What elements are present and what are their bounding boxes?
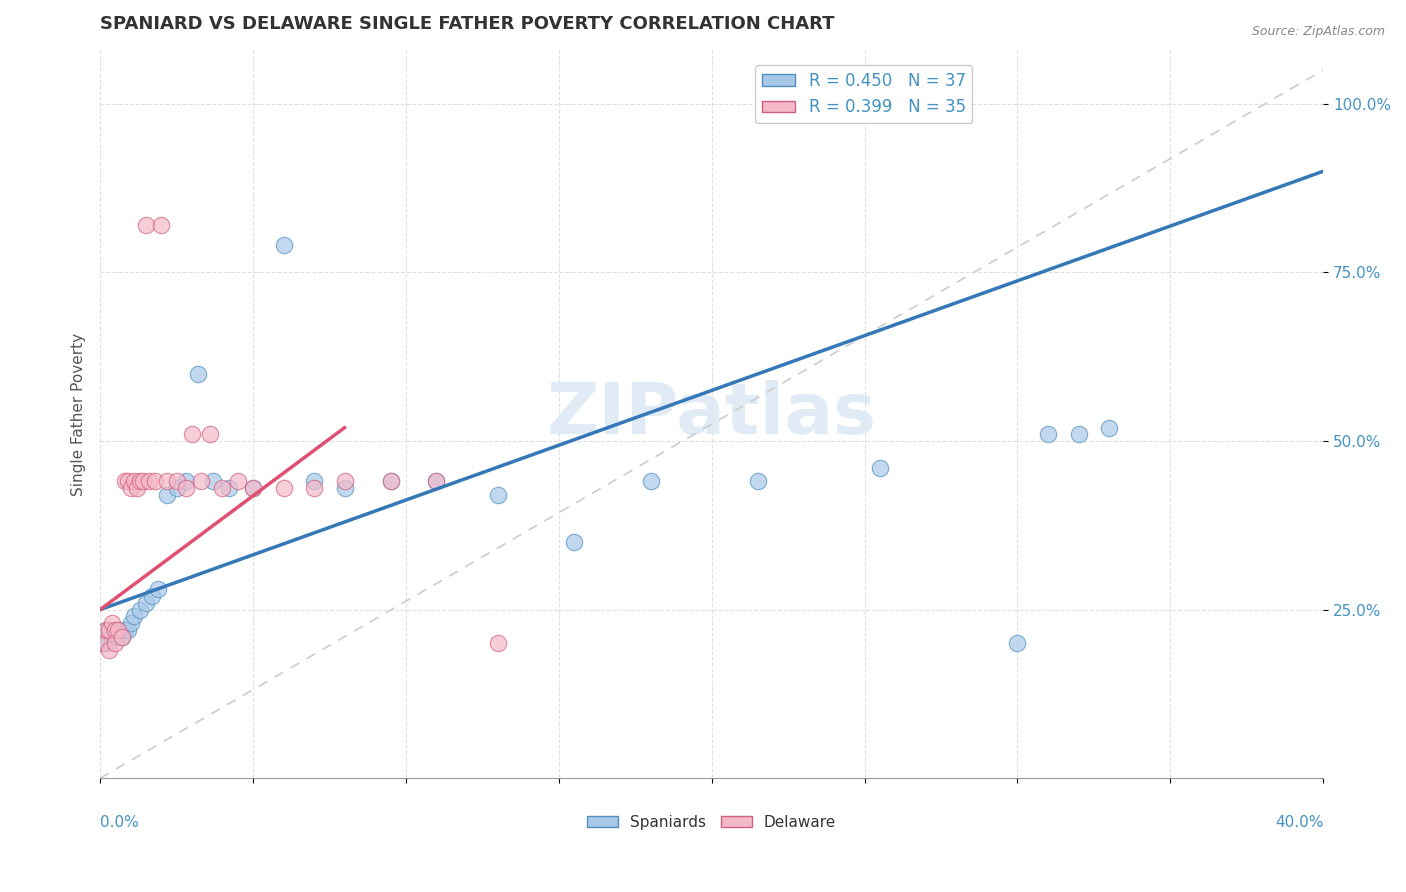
Point — [91, 636, 114, 650]
Point — [242, 481, 264, 495]
Point — [122, 475, 145, 489]
Point — [869, 461, 891, 475]
Point — [125, 481, 148, 495]
Point — [242, 481, 264, 495]
Point — [562, 535, 585, 549]
Point — [156, 488, 179, 502]
Point — [141, 589, 163, 603]
Text: 40.0%: 40.0% — [1275, 814, 1323, 830]
Point — [98, 623, 121, 637]
Point — [132, 475, 155, 489]
Point — [211, 481, 233, 495]
Point — [148, 582, 170, 597]
Point — [747, 475, 769, 489]
Point — [218, 481, 240, 495]
Point — [110, 630, 132, 644]
Point — [166, 475, 188, 489]
Legend: Spaniards, Delaware: Spaniards, Delaware — [581, 809, 842, 836]
Point — [333, 475, 356, 489]
Text: Source: ZipAtlas.com: Source: ZipAtlas.com — [1251, 25, 1385, 38]
Point — [107, 623, 129, 637]
Point — [190, 475, 212, 489]
Point — [486, 488, 509, 502]
Point — [104, 623, 127, 637]
Point — [226, 475, 249, 489]
Point — [135, 596, 157, 610]
Point — [200, 427, 222, 442]
Point — [138, 475, 160, 489]
Point — [202, 475, 225, 489]
Point — [302, 475, 325, 489]
Point — [117, 623, 139, 637]
Point — [96, 636, 118, 650]
Text: ZIPatlas: ZIPatlas — [547, 379, 877, 449]
Point — [122, 609, 145, 624]
Point — [120, 481, 142, 495]
Point — [96, 623, 118, 637]
Point — [120, 616, 142, 631]
Point — [101, 616, 124, 631]
Point — [156, 475, 179, 489]
Point — [425, 475, 447, 489]
Point — [1007, 636, 1029, 650]
Point — [174, 481, 197, 495]
Point — [117, 475, 139, 489]
Point — [180, 427, 202, 442]
Point — [150, 218, 173, 232]
Point — [98, 643, 121, 657]
Point — [166, 481, 188, 495]
Point — [486, 636, 509, 650]
Text: SPANIARD VS DELAWARE SINGLE FATHER POVERTY CORRELATION CHART: SPANIARD VS DELAWARE SINGLE FATHER POVER… — [100, 15, 835, 33]
Point — [1067, 427, 1090, 442]
Point — [135, 218, 157, 232]
Point — [640, 475, 662, 489]
Text: 0.0%: 0.0% — [100, 814, 139, 830]
Point — [96, 623, 118, 637]
Point — [333, 481, 356, 495]
Point — [101, 630, 124, 644]
Point — [273, 481, 295, 495]
Point — [174, 475, 197, 489]
Point — [380, 475, 402, 489]
Point — [114, 623, 136, 637]
Point — [1098, 420, 1121, 434]
Point — [302, 481, 325, 495]
Point — [104, 630, 127, 644]
Point — [128, 602, 150, 616]
Point — [380, 475, 402, 489]
Point — [1036, 427, 1059, 442]
Point — [114, 475, 136, 489]
Y-axis label: Single Father Poverty: Single Father Poverty — [72, 333, 86, 496]
Point — [425, 475, 447, 489]
Point — [143, 475, 166, 489]
Point — [273, 238, 295, 252]
Point — [187, 367, 209, 381]
Point — [104, 636, 127, 650]
Point — [98, 623, 121, 637]
Point — [128, 475, 150, 489]
Point — [91, 636, 114, 650]
Point — [110, 630, 132, 644]
Point — [107, 623, 129, 637]
